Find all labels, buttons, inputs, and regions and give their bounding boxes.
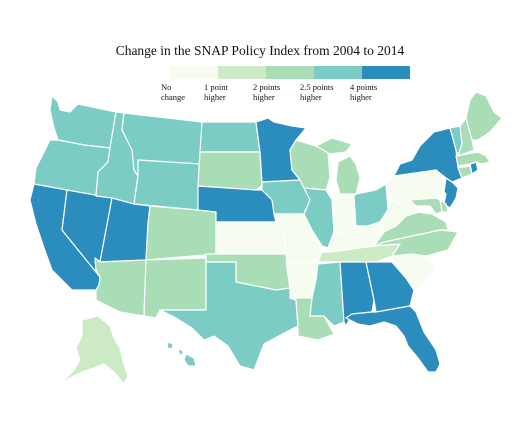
legend-swatch-no-change (170, 66, 218, 79)
legend-label-4-points: 4 points higher (350, 82, 378, 102)
state-new-mexico (143, 257, 207, 319)
legend-label-2-points: 2 points higher (253, 82, 281, 102)
state-wyoming (133, 159, 201, 211)
state-colorado (145, 205, 217, 261)
state-new-jersey (443, 177, 459, 209)
legend-label-1-point: 1 point higher (204, 82, 228, 102)
legend-label-no-change: No change (161, 82, 186, 102)
state-illinois (303, 187, 335, 249)
state-hawaii (166, 341, 197, 367)
state-south-dakota (197, 151, 263, 191)
map-title: Change in the SNAP Policy Index from 200… (115, 43, 405, 58)
state-massachusetts (455, 151, 491, 167)
state-maryland (409, 197, 443, 215)
state-alaska (61, 315, 129, 385)
state-arizona (94, 257, 147, 317)
legend-swatch-2-5-points (314, 66, 362, 79)
state-maine (465, 91, 503, 141)
legend-label-2-5-points: 2.5 points higher (300, 82, 334, 102)
state-michigan (315, 137, 361, 195)
state-florida (345, 305, 441, 373)
legend-swatch-2-points (266, 66, 314, 79)
state-mississippi (309, 261, 345, 327)
state-north-dakota (199, 121, 261, 153)
legend-swatch-1-point (218, 66, 266, 79)
legend-swatch-4-points (362, 66, 410, 79)
state-wisconsin (289, 139, 331, 191)
state-texas (159, 261, 299, 371)
state-kansas (215, 221, 287, 255)
